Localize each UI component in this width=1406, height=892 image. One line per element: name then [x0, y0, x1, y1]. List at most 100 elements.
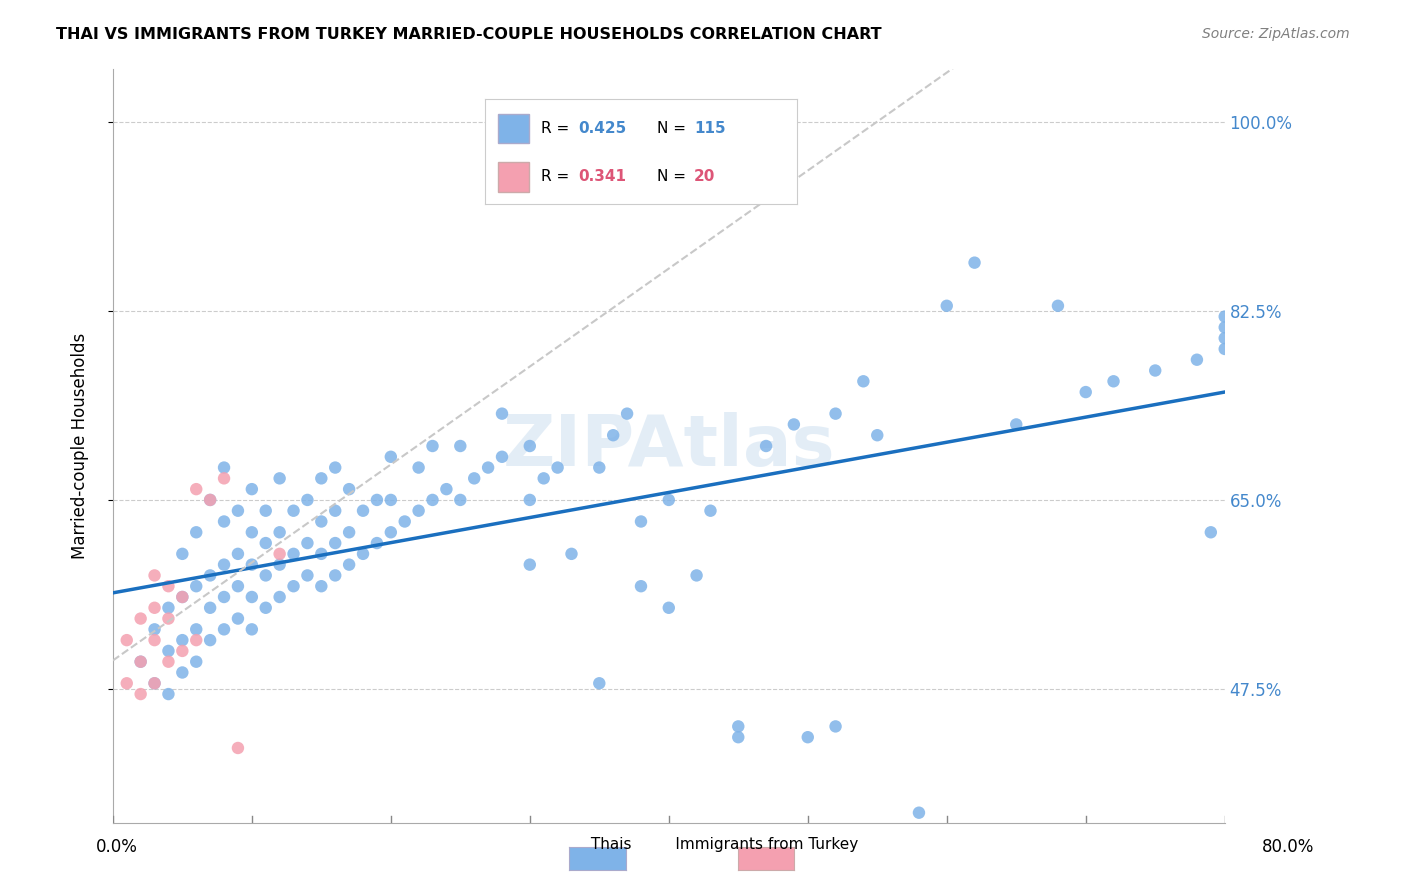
- Point: [240, 558, 263, 572]
- Point: [366, 536, 388, 550]
- Point: [727, 719, 749, 733]
- Point: [408, 460, 430, 475]
- Point: [935, 299, 957, 313]
- Text: THAI VS IMMIGRANTS FROM TURKEY MARRIED-COUPLE HOUSEHOLDS CORRELATION CHART: THAI VS IMMIGRANTS FROM TURKEY MARRIED-C…: [56, 27, 882, 42]
- Point: [352, 504, 374, 518]
- Point: [323, 536, 346, 550]
- Point: [283, 547, 305, 561]
- Point: [449, 492, 471, 507]
- Point: [198, 600, 221, 615]
- Point: [269, 590, 291, 604]
- Point: [1102, 374, 1125, 388]
- Point: [963, 255, 986, 269]
- Text: 80.0%: 80.0%: [1263, 838, 1315, 855]
- Point: [143, 676, 166, 690]
- Point: [212, 623, 235, 637]
- Point: [630, 579, 652, 593]
- Point: [380, 492, 402, 507]
- Point: [172, 665, 194, 680]
- Point: [172, 590, 194, 604]
- Point: [311, 547, 333, 561]
- Point: [699, 504, 721, 518]
- Point: [297, 492, 319, 507]
- Point: [852, 374, 875, 388]
- Point: [143, 676, 166, 690]
- Point: [297, 568, 319, 582]
- Point: [283, 579, 305, 593]
- Point: [783, 417, 806, 432]
- Point: [352, 547, 374, 561]
- Point: [755, 439, 778, 453]
- Point: [172, 633, 194, 648]
- Point: [157, 579, 180, 593]
- Point: [311, 471, 333, 485]
- Point: [283, 504, 305, 518]
- Point: [226, 504, 249, 518]
- Point: [824, 407, 846, 421]
- Point: [269, 471, 291, 485]
- Point: [186, 655, 208, 669]
- Point: [240, 590, 263, 604]
- Point: [685, 568, 707, 582]
- Text: ZIPAtlas: ZIPAtlas: [502, 411, 835, 481]
- Point: [129, 611, 152, 625]
- Point: [172, 547, 194, 561]
- Point: [143, 633, 166, 648]
- Point: [186, 623, 208, 637]
- Point: [143, 568, 166, 582]
- Point: [491, 450, 513, 464]
- Point: [1185, 352, 1208, 367]
- Point: [129, 687, 152, 701]
- Point: [311, 579, 333, 593]
- Point: [240, 623, 263, 637]
- Point: [157, 687, 180, 701]
- Point: [157, 600, 180, 615]
- Point: [254, 600, 277, 615]
- Point: [422, 492, 444, 507]
- Point: [129, 655, 152, 669]
- Point: [157, 644, 180, 658]
- Point: [1213, 331, 1236, 345]
- Point: [477, 460, 499, 475]
- Point: [1046, 299, 1069, 313]
- Point: [212, 460, 235, 475]
- Point: [240, 525, 263, 540]
- Point: [323, 460, 346, 475]
- Point: [588, 460, 610, 475]
- Point: [547, 460, 569, 475]
- Point: [226, 547, 249, 561]
- Point: [157, 655, 180, 669]
- Point: [866, 428, 889, 442]
- Point: [115, 676, 138, 690]
- Point: [1213, 320, 1236, 334]
- Point: [269, 558, 291, 572]
- Point: [269, 547, 291, 561]
- Text: Source: ZipAtlas.com: Source: ZipAtlas.com: [1202, 27, 1350, 41]
- Point: [254, 504, 277, 518]
- Point: [337, 525, 360, 540]
- Point: [269, 525, 291, 540]
- Point: [380, 450, 402, 464]
- Point: [212, 590, 235, 604]
- Point: [1144, 363, 1167, 377]
- Point: [519, 439, 541, 453]
- Point: [630, 515, 652, 529]
- Text: Thais         Immigrants from Turkey: Thais Immigrants from Turkey: [547, 837, 859, 852]
- Point: [226, 611, 249, 625]
- Point: [212, 515, 235, 529]
- Point: [198, 492, 221, 507]
- Point: [226, 741, 249, 756]
- Point: [186, 482, 208, 496]
- Point: [323, 568, 346, 582]
- Point: [908, 805, 931, 820]
- Point: [658, 492, 681, 507]
- Text: 0.0%: 0.0%: [96, 838, 138, 855]
- Point: [519, 558, 541, 572]
- Point: [212, 558, 235, 572]
- Point: [254, 536, 277, 550]
- Point: [1213, 342, 1236, 356]
- Point: [186, 525, 208, 540]
- Point: [172, 644, 194, 658]
- Point: [1213, 310, 1236, 324]
- Point: [337, 482, 360, 496]
